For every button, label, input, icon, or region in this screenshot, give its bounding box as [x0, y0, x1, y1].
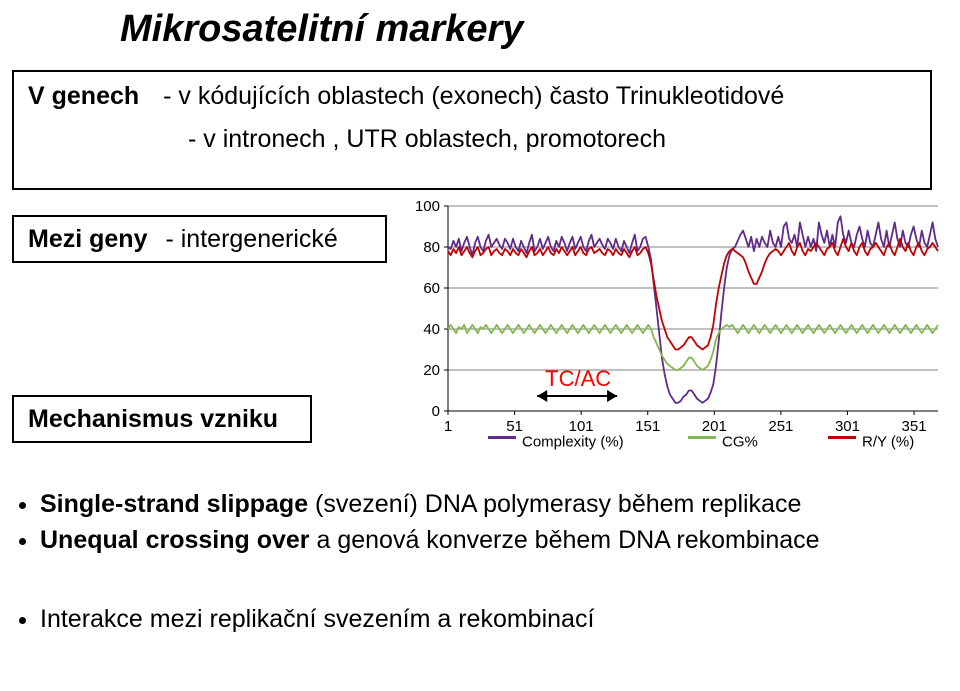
box2-rest: - intergenerické [165, 225, 337, 254]
svg-text:251: 251 [768, 418, 793, 435]
svg-text:R/Y (%): R/Y (%) [862, 433, 914, 450]
svg-text:0: 0 [432, 403, 440, 420]
svg-text:CG%: CG% [722, 433, 758, 450]
page-title: Mikrosatelitní markery [120, 8, 523, 51]
list-item: Unequal crossing over a genová konverze … [40, 524, 820, 558]
bullet-list: Single-strand slippage (svezení) DNA pol… [20, 488, 820, 560]
bullet-bold: Unequal crossing over [40, 526, 310, 554]
svg-text:51: 51 [506, 418, 523, 435]
svg-text:151: 151 [635, 418, 660, 435]
tc-ac-label: TC/AC [545, 366, 611, 392]
svg-text:20: 20 [423, 362, 440, 379]
svg-text:1: 1 [444, 418, 452, 435]
line-chart: 020406080100151101151201251301351Complex… [408, 198, 948, 478]
box-mechanism: Mechanismus vzniku [12, 395, 312, 443]
bullet-bold: Single-strand slippage [40, 490, 308, 518]
box2-lead: Mezi geny [28, 225, 147, 254]
svg-text:100: 100 [415, 198, 440, 215]
svg-text:101: 101 [569, 418, 594, 435]
svg-text:Complexity (%): Complexity (%) [522, 433, 624, 450]
box1-line1: - v kódujících oblastech (exonech) často… [163, 82, 784, 111]
box3-text: Mechanismus vzniku [28, 405, 278, 433]
svg-text:40: 40 [423, 321, 440, 338]
svg-text:301: 301 [835, 418, 860, 435]
box-genes: V genech - v kódujících oblastech (exone… [12, 70, 932, 190]
box1-line2: - v intronech , UTR oblastech, promotore… [188, 125, 916, 154]
list-item: Single-strand slippage (svezení) DNA pol… [40, 488, 820, 522]
svg-text:351: 351 [902, 418, 927, 435]
box-intergenic: Mezi geny - intergenerické [12, 215, 387, 263]
footer-line: Interakce mezi replikační svezením a rek… [20, 605, 594, 634]
box1-lead: V genech [28, 82, 139, 111]
svg-text:60: 60 [423, 280, 440, 297]
bullet-rest: (svezení) DNA polymerasy během replikace [308, 490, 801, 518]
svg-text:201: 201 [702, 418, 727, 435]
svg-text:80: 80 [423, 239, 440, 256]
footer-text: Interakce mezi replikační svezením a rek… [40, 605, 594, 634]
bullet-rest: a genová konverze během DNA rekombinace [310, 526, 820, 554]
